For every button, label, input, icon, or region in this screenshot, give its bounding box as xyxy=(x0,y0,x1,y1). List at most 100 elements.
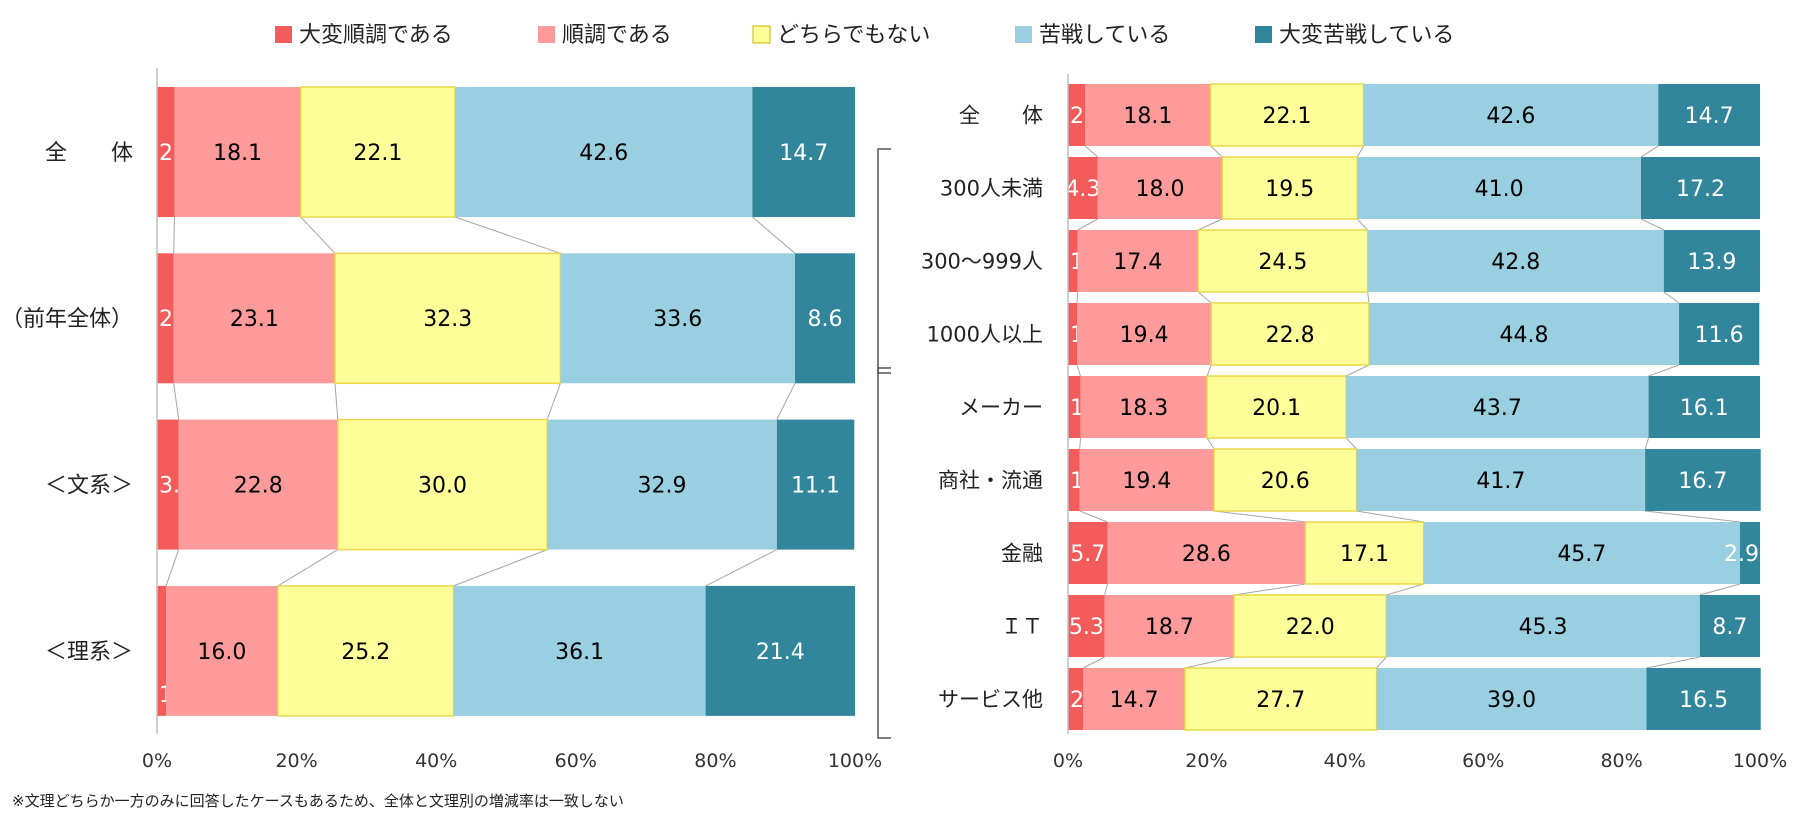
legend-label-3: 苦戦している xyxy=(1039,23,1170,48)
bar-segment xyxy=(1077,230,1199,292)
connector-line xyxy=(1386,583,1424,596)
x-tick-label: 60% xyxy=(1462,750,1504,772)
chart-svg: 大変順調である順調であるどちらでもない苦戦している大変苦戦している2.518.1… xyxy=(1,23,1787,772)
connector-line xyxy=(300,216,336,254)
data-label: 41.7 xyxy=(1476,469,1525,494)
data-label: 32.3 xyxy=(423,307,472,332)
bar-segment xyxy=(1357,157,1641,219)
bar-segment xyxy=(1079,449,1215,511)
legend-swatch-3 xyxy=(1015,26,1032,43)
legend-swatch-0 xyxy=(275,26,292,43)
category-label: 商社・流通 xyxy=(938,469,1043,493)
connector-line xyxy=(334,383,339,420)
connector-line xyxy=(1082,656,1105,669)
category-label: 1000人以上 xyxy=(927,323,1043,347)
connector-line xyxy=(1367,291,1370,304)
category-label: （前年全体） xyxy=(1,307,133,332)
data-label: 16.5 xyxy=(1679,688,1728,713)
legend-label-4: 大変苦戦している xyxy=(1279,23,1454,48)
data-label: 45.7 xyxy=(1557,542,1606,567)
bar-segment xyxy=(1107,522,1306,584)
data-label: 8.6 xyxy=(807,307,842,332)
category-label: 300人未満 xyxy=(940,177,1043,201)
bar-segment xyxy=(174,87,301,217)
bar-segment xyxy=(166,585,278,716)
connector-line xyxy=(1645,510,1740,523)
connector-line xyxy=(1084,145,1099,158)
data-label: 42.6 xyxy=(1486,104,1535,129)
bar-segment xyxy=(277,585,455,717)
category-label: 金融 xyxy=(1001,542,1043,566)
bar-segment xyxy=(1068,230,1078,292)
bar-segment xyxy=(1068,157,1098,219)
connector-line xyxy=(173,383,180,420)
bar-segment xyxy=(1076,303,1212,365)
connector-line xyxy=(705,549,778,587)
data-label: 18.3 xyxy=(1119,396,1168,421)
connector-line xyxy=(165,549,180,587)
data-label: 42.6 xyxy=(579,141,628,166)
bar-segment xyxy=(752,87,855,217)
bar-segment xyxy=(1369,303,1680,365)
x-tick-label: 20% xyxy=(275,750,317,772)
data-label: 45.3 xyxy=(1519,615,1568,640)
x-tick-label: 0% xyxy=(1053,750,1083,772)
bar-segment xyxy=(1648,376,1760,438)
category-label: ＩＴ xyxy=(1001,615,1043,639)
category-label: サービス他 xyxy=(938,688,1043,712)
bar-segment xyxy=(178,419,338,550)
data-label: 19.4 xyxy=(1120,323,1169,348)
data-label: 8.7 xyxy=(1712,615,1747,640)
data-label: 11.6 xyxy=(1695,323,1744,348)
data-label: 33.6 xyxy=(653,307,702,332)
connector-line xyxy=(546,383,561,420)
data-label: 42.8 xyxy=(1491,250,1540,275)
bar-segment xyxy=(1658,84,1760,146)
legend-swatch-2 xyxy=(752,25,771,44)
bar-segment xyxy=(1386,595,1700,657)
data-label: 2.9 xyxy=(1724,542,1759,567)
group-bracket xyxy=(877,367,891,739)
data-label: 22.1 xyxy=(353,141,402,166)
connector-line xyxy=(1184,656,1235,669)
data-label: 18.0 xyxy=(1136,177,1185,202)
bar-segment xyxy=(1206,375,1347,439)
connector-line xyxy=(1356,218,1368,231)
connector-line xyxy=(1210,145,1223,158)
data-label: 41.0 xyxy=(1475,177,1524,202)
connector-line xyxy=(1234,583,1306,596)
connector-line xyxy=(1206,364,1212,377)
category-label: ＜理系＞ xyxy=(45,640,133,665)
connector-line xyxy=(1079,437,1081,450)
connector-line xyxy=(1640,145,1659,158)
bar-segment xyxy=(1376,668,1647,730)
data-label: 16.0 xyxy=(197,640,246,665)
bar-segment xyxy=(157,87,175,217)
data-label: 17.4 xyxy=(1113,250,1162,275)
connector-line xyxy=(1079,510,1108,523)
bar-segment xyxy=(1233,594,1388,658)
data-label: 22.1 xyxy=(1263,104,1312,129)
connector-line xyxy=(1077,218,1098,231)
data-label: 20.6 xyxy=(1261,469,1310,494)
data-label: 14.7 xyxy=(779,141,828,166)
bar-segment xyxy=(157,419,179,550)
data-label: 17.1 xyxy=(1340,542,1389,567)
data-label: 20.1 xyxy=(1252,396,1301,421)
connector-line xyxy=(1076,364,1081,377)
legend-label-2: どちらでもない xyxy=(777,23,930,48)
data-label: 14.7 xyxy=(1685,104,1734,129)
data-label: 5.3 xyxy=(1069,615,1104,640)
x-tick-label: 20% xyxy=(1185,750,1227,772)
bar-segment xyxy=(1221,156,1359,220)
bar-segment xyxy=(157,253,174,384)
data-label: 16.1 xyxy=(1680,396,1729,421)
bar-segment xyxy=(1699,595,1760,657)
legend-label-0: 大変順調である xyxy=(299,23,453,48)
bar-segment xyxy=(455,87,753,217)
connector-line xyxy=(752,216,796,254)
data-label: 5.7 xyxy=(1070,542,1105,567)
bar-segment xyxy=(1097,157,1223,219)
legend-swatch-4 xyxy=(1255,26,1272,43)
bar-segment xyxy=(794,253,855,384)
